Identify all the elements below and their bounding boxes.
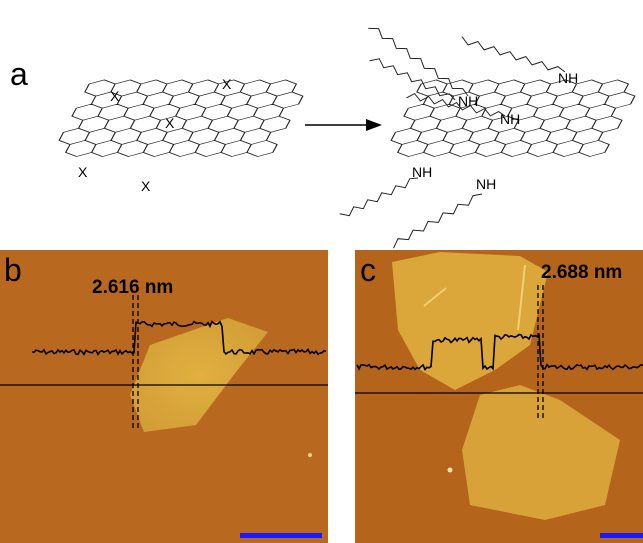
scale-bar [600,533,643,538]
height-profile [31,320,327,356]
group-label: NH [500,111,520,127]
group-label: X [110,88,120,104]
chain [406,92,506,117]
height-annotation: 2.616 nm [92,277,173,298]
group-label: X [222,76,232,92]
groups: X X X X X NH NH NH NH NH [78,70,578,194]
group-label: X [78,164,88,180]
group-label: X [165,115,175,131]
panel-label: a [10,56,28,92]
scale-bar [240,533,322,538]
arrow-head [366,119,382,131]
fold [517,264,526,331]
group-label: NH [476,176,496,192]
chain [368,27,469,97]
chain [393,193,483,249]
reactant-lattice [58,79,304,157]
flake [130,318,268,432]
chain [369,58,456,101]
chain [461,36,566,73]
flake [392,252,548,390]
product-lattice [390,79,636,157]
panel-label: c [360,252,376,288]
group-label: NH [458,93,478,109]
group-label: NH [412,164,432,180]
group-label: NH [558,70,578,86]
particle [308,453,312,457]
panel-label: b [4,252,22,288]
particle [447,467,453,473]
height-profile [356,333,643,371]
hexagon-grid [58,79,304,157]
chain [339,177,419,217]
flake [462,385,620,520]
height-annotation: 2.688 nm [541,262,622,283]
fold [423,287,447,307]
hexagon-grid [390,79,636,157]
group-label: X [141,178,151,194]
alkyl-chains [339,27,566,249]
